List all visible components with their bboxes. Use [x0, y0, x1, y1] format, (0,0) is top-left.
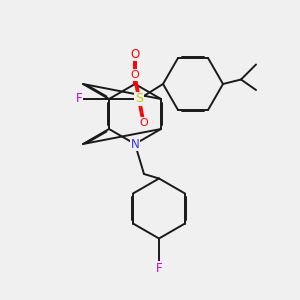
Text: O: O [130, 47, 140, 61]
Text: F: F [156, 262, 162, 275]
Text: S: S [135, 92, 143, 106]
Text: O: O [130, 70, 139, 80]
Text: O: O [139, 118, 148, 128]
Text: N: N [130, 137, 140, 151]
Text: F: F [76, 92, 82, 106]
